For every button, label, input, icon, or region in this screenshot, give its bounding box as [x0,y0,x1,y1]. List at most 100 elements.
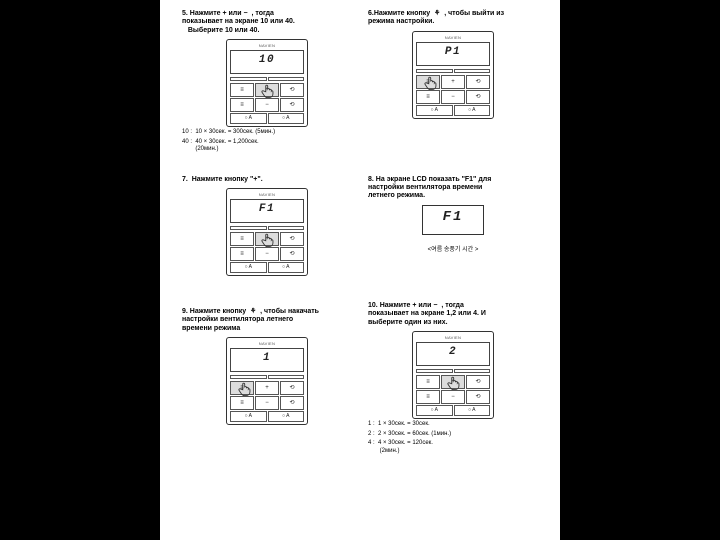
device-indicator-bar [416,369,490,373]
device-lcd: F1 [230,199,304,223]
device-button[interactable]: − [255,396,279,410]
step-7-title: 7. Нажмите кнопку "+". [182,176,352,184]
thermostat-device: NAVIEN 10 ≡+⟲ ≡−⟲ ○ A ○ A [226,39,308,127]
device-button[interactable]: ≡ [416,390,440,404]
device-button[interactable]: ≡ [230,381,254,395]
step-9-title: 9. Нажмите кнопку ⚘ , чтобы накачать нас… [182,308,352,333]
device-button[interactable]: − [441,390,465,404]
device-button[interactable]: ≡ [416,375,440,389]
device-button[interactable]: ≡ [416,75,440,89]
device-indicator-bar [416,69,490,73]
step-8: 8. На экране LCD показать "F1" для настр… [368,168,538,278]
device-wide-buttons: ○ A ○ A [416,105,490,116]
device-button-grid: ≡+⟲ ≡−⟲ [416,75,490,104]
device-indicator-bar [230,226,304,230]
device-wide-buttons: ○ A ○ A [230,262,304,273]
device-brand: NAVIEN [230,192,304,197]
device-wide-button[interactable]: ○ A [268,262,305,273]
device-lcd: 10 [230,50,304,74]
step-10-note-3: 4 : 4 × 30сек. = 120сек. (2мин.) [368,440,538,455]
step-10-note-1: 1 : 1 × 30сек. = 30сек. [368,421,538,429]
thermostat-device: NAVIEN 2 ≡+⟲ ≡−⟲ ○ A ○ A [412,331,494,419]
device-button[interactable]: ≡ [230,396,254,410]
step-9: 9. Нажмите кнопку ⚘ , чтобы накачать нас… [182,294,352,457]
device-button[interactable]: + [255,381,279,395]
device-button-grid: ≡+⟲ ≡−⟲ [230,232,304,261]
step-5: 5. Нажмите + или − , тогда показывает на… [182,2,352,156]
device-button[interactable]: ≡ [230,83,254,97]
device-button[interactable]: ⟲ [466,90,490,104]
device-button[interactable]: ⟲ [466,375,490,389]
device-button[interactable]: ⟲ [280,396,304,410]
step-6-title: 6.Нажмите кнопку ⚘ , чтобы выйти из режи… [368,10,538,27]
step-10-device: NAVIEN 2 ≡+⟲ ≡−⟲ ○ A ○ A [368,331,538,419]
device-wide-button[interactable]: ○ A [230,113,267,124]
device-button[interactable]: ⟲ [280,232,304,246]
device-lcd-text: P1 [417,46,489,58]
device-button[interactable]: ≡ [416,90,440,104]
device-wide-button[interactable]: ○ A [268,411,305,422]
device-wide-button[interactable]: ○ A [454,405,491,416]
device-button[interactable]: ⟲ [280,381,304,395]
step-8-lcd: F1 [368,205,538,240]
device-lcd: 2 [416,342,490,366]
device-button[interactable]: + [255,83,279,97]
device-wide-button[interactable]: ○ A [416,405,453,416]
device-wide-button[interactable]: ○ A [454,105,491,116]
step-6: 6.Нажмите кнопку ⚘ , чтобы выйти из режи… [368,2,538,156]
device-lcd-text: 1 [231,352,303,364]
step-5-title: 5. Нажмите + или − , тогда показывает на… [182,10,352,35]
step-10-note-2: 2 : 2 × 30сек. = 60сек. (1мин.) [368,431,538,439]
device-brand: NAVIEN [416,35,490,40]
device-button[interactable]: ⟲ [280,98,304,112]
device-button[interactable]: − [255,98,279,112]
device-button-grid: ≡+⟲ ≡−⟲ [230,83,304,112]
step-8-lcd-text: F1 [423,209,483,225]
step-8-caption: <여름 송풍기 시간 > [368,244,538,253]
device-button[interactable]: ≡ [230,98,254,112]
step-5-note-2: 40 : 40 × 30сек. = 1,200сек. (20мин.) [182,139,352,154]
device-button[interactable]: + [441,75,465,89]
step-10-title: 10. Нажмите + или − , тогда показывает н… [368,302,538,327]
device-button[interactable]: − [441,90,465,104]
thermostat-device: NAVIEN 1 ≡+⟲ ≡−⟲ ○ A ○ A [226,337,308,425]
device-button[interactable]: ≡ [230,232,254,246]
device-brand: NAVIEN [230,43,304,48]
step-7: 7. Нажмите кнопку "+". NAVIEN F1 ≡+⟲ ≡−⟲ … [182,168,352,278]
device-wide-button[interactable]: ○ A [230,262,267,273]
device-indicator-bar [230,375,304,379]
device-button-grid: ≡+⟲ ≡−⟲ [416,375,490,404]
thermostat-device: NAVIEN P1 ≡+⟲ ≡−⟲ ○ A ○ A [412,31,494,119]
device-brand: NAVIEN [230,341,304,346]
device-button[interactable]: ⟲ [280,83,304,97]
device-wide-button[interactable]: ○ A [230,411,267,422]
step-5-device: NAVIEN 10 ≡+⟲ ≡−⟲ ○ A ○ A [182,39,352,127]
device-wide-button[interactable]: ○ A [416,105,453,116]
device-button[interactable]: ⟲ [466,75,490,89]
step-7-device: NAVIEN F1 ≡+⟲ ≡−⟲ ○ A ○ A [182,188,352,276]
device-button[interactable]: + [255,232,279,246]
step-5-note-1: 10 : 10 × 30сек. = 300сек. (5мин.) [182,129,352,137]
device-button[interactable]: ⟲ [280,247,304,261]
step-10: 10. Нажмите + или − , тогда показывает н… [368,294,538,457]
device-wide-button[interactable]: ○ A [268,113,305,124]
device-lcd: P1 [416,42,490,66]
device-lcd-text: F1 [231,203,303,215]
step-9-device: NAVIEN 1 ≡+⟲ ≡−⟲ ○ A ○ A [182,337,352,425]
device-brand: NAVIEN [416,335,490,340]
device-wide-buttons: ○ A ○ A [230,411,304,422]
device-button[interactable]: + [441,375,465,389]
step-6-device: NAVIEN P1 ≡+⟲ ≡−⟲ ○ A ○ A [368,31,538,119]
device-button[interactable]: ≡ [230,247,254,261]
device-lcd-text: 10 [231,54,303,66]
device-wide-buttons: ○ A ○ A [416,405,490,416]
thermostat-device: NAVIEN F1 ≡+⟲ ≡−⟲ ○ A ○ A [226,188,308,276]
device-button-grid: ≡+⟲ ≡−⟲ [230,381,304,410]
device-indicator-bar [230,77,304,81]
device-lcd: 1 [230,348,304,372]
step-8-title: 8. На экране LCD показать "F1" для настр… [368,176,538,201]
device-wide-buttons: ○ A ○ A [230,113,304,124]
device-button[interactable]: − [255,247,279,261]
device-button[interactable]: ⟲ [466,390,490,404]
device-lcd-text: 2 [417,346,489,358]
